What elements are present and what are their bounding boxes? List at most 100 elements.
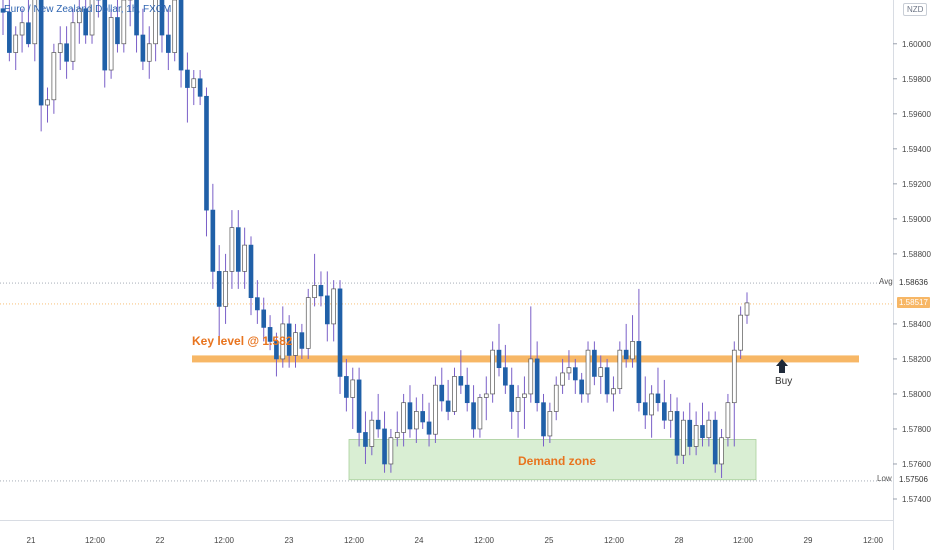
- candle-bearish: [7, 11, 12, 53]
- candle-bearish: [509, 384, 515, 412]
- candle-bearish: [216, 271, 222, 307]
- chart-title: Euro / New Zealand Dollar, 1h, FXCM: [4, 4, 172, 15]
- candle-bearish: [655, 393, 661, 404]
- candle-bearish: [375, 419, 381, 430]
- candle-bearish: [439, 384, 445, 402]
- candle-bearish: [356, 379, 362, 433]
- candle-bullish: [719, 437, 724, 465]
- candle-bullish: [693, 425, 699, 447]
- candle-bearish: [64, 43, 69, 62]
- candle-bullish: [611, 388, 616, 395]
- candle-bearish: [248, 244, 254, 298]
- candle-bullish: [293, 332, 298, 356]
- candle-bearish: [420, 411, 426, 423]
- key-level-label: Key level @ 1.582: [192, 334, 293, 348]
- x-tick-label: 23: [285, 536, 294, 545]
- candle-bullish: [242, 244, 247, 272]
- candle-bearish: [572, 367, 578, 381]
- candle-bearish: [623, 349, 629, 360]
- candle-bearish: [102, 0, 108, 71]
- y-tick-label: 1.57800: [902, 425, 931, 434]
- y-tick-label: 1.59000: [902, 215, 931, 224]
- candle-bullish: [153, 0, 158, 45]
- candle-bullish: [312, 285, 317, 298]
- candle-bearish: [579, 379, 584, 395]
- candle-bullish: [553, 384, 559, 412]
- candle-bullish: [452, 376, 457, 412]
- candle-bearish: [363, 432, 368, 447]
- candle-bullish: [172, 0, 178, 53]
- candle-bearish: [204, 95, 209, 211]
- candle-bullish: [401, 402, 406, 433]
- candle-bearish: [166, 34, 171, 53]
- candle-bullish: [350, 379, 356, 398]
- candle-bullish: [681, 419, 686, 456]
- x-tick-label: 24: [415, 536, 424, 545]
- candle-bearish: [464, 384, 470, 404]
- y-tick-label: 1.59400: [902, 145, 931, 154]
- candle-bullish: [483, 393, 489, 398]
- candle-bullish: [477, 397, 483, 430]
- candle-bullish: [146, 43, 152, 62]
- candle-bearish: [534, 358, 540, 404]
- key-level-band: [192, 355, 859, 363]
- x-tick-label: 12:00: [214, 536, 235, 545]
- low-tag: Low: [877, 474, 892, 484]
- y-tick-label: 1.58000: [902, 390, 931, 399]
- candle-bearish: [407, 402, 413, 430]
- candle-bearish: [687, 419, 693, 447]
- x-tick-label: 29: [804, 536, 813, 545]
- candle-bullish: [433, 384, 438, 435]
- x-tick-label: 12:00: [85, 536, 106, 545]
- candle-bullish: [32, 0, 38, 45]
- candle-bullish: [738, 314, 743, 351]
- currency-badge[interactable]: NZD: [903, 3, 928, 16]
- x-tick-label: 12:00: [344, 536, 365, 545]
- y-tick-label: 1.60000: [902, 40, 931, 49]
- candle-bullish: [229, 227, 235, 272]
- candle-bearish: [159, 0, 165, 36]
- candle-bearish: [458, 376, 464, 386]
- candle-bearish: [337, 288, 343, 377]
- candle-bullish: [706, 419, 712, 439]
- candle-bullish: [725, 402, 731, 439]
- x-tick-label: 25: [545, 536, 554, 545]
- candle-bearish: [140, 34, 146, 62]
- candle-bearish: [700, 425, 705, 439]
- avg-price-box: 1.58636: [897, 276, 930, 288]
- x-tick-label: 12:00: [733, 536, 754, 545]
- candle-bullish: [744, 302, 750, 316]
- candle-bearish: [662, 402, 667, 421]
- candle-bullish: [45, 99, 50, 106]
- candle-bullish: [528, 358, 534, 395]
- candle-bearish: [134, 0, 139, 36]
- y-tick-label: 1.58400: [902, 320, 931, 329]
- y-tick-label: 1.59600: [902, 110, 931, 119]
- candle-bullish: [331, 288, 336, 325]
- candle-bullish: [89, 0, 95, 36]
- candle-bearish: [185, 69, 190, 88]
- y-tick-label: 1.59800: [902, 75, 931, 84]
- candle-bullish: [121, 0, 127, 45]
- candle-bearish: [324, 295, 330, 325]
- candle-bearish: [26, 22, 31, 45]
- candle-bullish: [547, 411, 553, 437]
- candles: [0, 0, 750, 478]
- price-axis: 1.60000 1.59800 1.59600 1.59400 1.59200 1.590…: [893, 40, 931, 504]
- x-tick-label: 12:00: [604, 536, 625, 545]
- candle-bearish: [261, 309, 267, 328]
- candle-bullish: [566, 367, 572, 374]
- candle-bearish: [426, 421, 432, 435]
- candle-bullish: [598, 367, 604, 377]
- candle-bullish: [668, 411, 674, 421]
- time-axis: 21 12:00 22 12:00 23 12:00 24 12:00 25 12:00 28 12:…: [27, 536, 884, 545]
- x-tick-label: 21: [27, 536, 36, 545]
- candle-bullish: [731, 349, 737, 404]
- candle-bullish: [490, 349, 495, 395]
- candle-bearish: [38, 0, 44, 106]
- last-price-box: 1.58517: [897, 297, 930, 309]
- candle-bearish: [267, 327, 273, 342]
- candle-bearish: [445, 400, 451, 412]
- candle-bearish: [83, 8, 88, 36]
